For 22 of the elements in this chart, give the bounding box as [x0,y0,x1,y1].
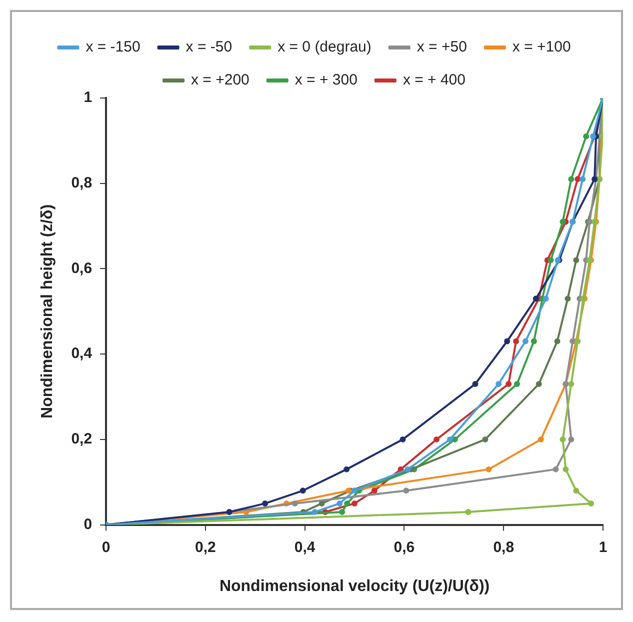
legend-label: x = + 400 [402,72,466,89]
legend-label: x = +200 [191,72,250,89]
x-tick-label: 0 [102,538,110,556]
x-tick-label: 0,2 [195,538,216,556]
y-tick-label: 0,6 [71,260,92,277]
y-tick-label: 0,2 [71,430,92,448]
legend-label: x = + 300 [294,72,358,89]
x-tick-label: 0,6 [394,538,415,556]
y-tick-label: 0 [84,516,92,533]
legend-label: x = 0 (degrau) [278,38,372,56]
y-axis-title: Nondimensional height (z/δ) [39,204,56,418]
y-tick-label: 0,8 [71,174,92,192]
x-axis-title: Nondimensional velocity (U(z)/U(δ)) [219,578,490,595]
x-tick-label: 0,8 [493,538,514,556]
y-tick-label: 0,4 [71,345,93,362]
x-tick-label: 0,4 [294,538,316,556]
legend-label: x = +100 [512,38,571,56]
y-tick-label: 1 [84,89,92,106]
legend-label: x = -50 [186,38,232,56]
x-tick-label: 1 [598,538,608,556]
legend-label: x = +50 [416,38,467,56]
legend-label: x = -150 [86,38,140,56]
